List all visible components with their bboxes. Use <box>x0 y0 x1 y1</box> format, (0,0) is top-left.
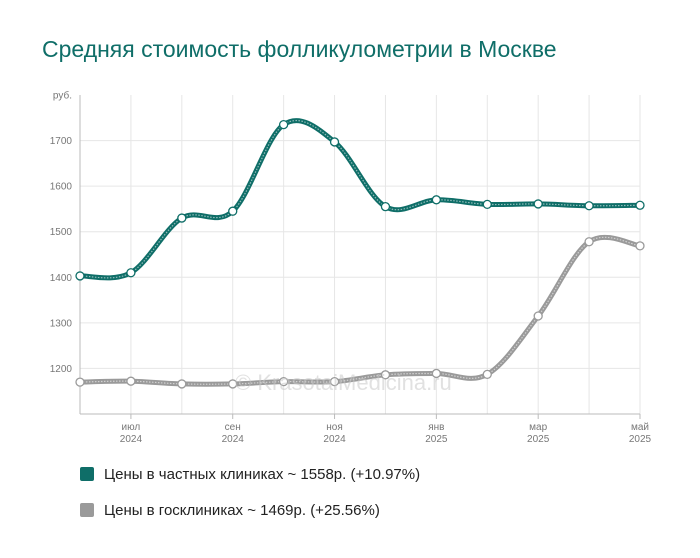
data-point-public <box>584 237 594 247</box>
data-point-private <box>482 199 492 210</box>
data-point-private <box>380 201 391 212</box>
y-tick-label: 1400 <box>50 273 73 284</box>
series-line-private <box>77 118 643 281</box>
points-layer <box>75 119 645 389</box>
data-point-public <box>482 369 492 380</box>
x-tick-label-year: 2025 <box>527 434 550 445</box>
legend-item-public[interactable]: Цены в госклиниках ~ 1469р. (+25.56%) <box>80 499 420 521</box>
data-point-public <box>431 368 442 379</box>
data-point-public <box>635 241 645 251</box>
chart-title: Средняя стоимость фолликулометрии в Моск… <box>42 36 557 62</box>
y-axis-unit: руб. <box>53 90 72 102</box>
data-point-public <box>278 376 289 387</box>
x-tick-label-year: 2024 <box>120 434 143 445</box>
x-tick-label-year: 2024 <box>222 434 245 445</box>
data-point-public <box>380 370 391 380</box>
series-line-highlight-public <box>79 236 641 385</box>
data-point-public <box>75 377 85 387</box>
legend-item-private[interactable]: Цены в частных клиниках ~ 1558р. (+10.97… <box>80 463 420 485</box>
data-point-public <box>126 376 136 386</box>
y-tick-label: 1700 <box>50 136 73 147</box>
x-tick-label-month: мар <box>529 422 547 433</box>
axis-layer: 120013001400150016001700руб.июл2024сен20… <box>50 90 652 446</box>
x-tick-label-year: 2024 <box>323 434 346 445</box>
x-tick-label-month: ноя <box>326 422 343 433</box>
series-line-highlight-private <box>79 119 641 279</box>
data-point-private <box>329 137 340 147</box>
y-tick-label: 1500 <box>50 227 73 238</box>
data-point-public <box>329 376 340 387</box>
legend: Цены в частных клиниках ~ 1558р. (+10.97… <box>80 463 420 535</box>
data-point-public <box>177 379 187 389</box>
y-tick-label: 1200 <box>50 364 73 375</box>
x-tick-label-year: 2025 <box>629 434 652 445</box>
data-point-private <box>635 200 645 210</box>
data-point-private <box>533 199 543 209</box>
y-tick-label: 1300 <box>50 318 73 329</box>
x-tick-label-year: 2025 <box>425 434 448 445</box>
data-point-private <box>126 268 136 278</box>
series-line-public <box>77 234 643 387</box>
data-point-private <box>278 119 289 130</box>
line-chart: 120013001400150016001700руб.июл2024сен20… <box>50 90 652 446</box>
data-point-public <box>228 379 238 389</box>
data-point-private <box>431 195 442 205</box>
data-point-private <box>177 213 187 223</box>
data-point-private <box>584 201 594 211</box>
legend-label-private: Цены в частных клиниках ~ 1558р. (+10.97… <box>104 465 421 483</box>
x-tick-label-month: янв <box>428 422 444 433</box>
watermark: © KrasotaiMedicina.ru <box>235 370 452 395</box>
x-tick-label-month: май <box>631 422 649 433</box>
legend-label-public: Цены в госклиниках ~ 1469р. (+25.56%) <box>104 501 380 519</box>
y-tick-label: 1600 <box>50 182 73 193</box>
series-layer <box>77 118 643 387</box>
legend-swatch-public <box>80 503 94 517</box>
grid-layer <box>80 95 641 414</box>
data-point-private <box>228 206 238 216</box>
legend-swatch-private <box>80 467 94 481</box>
data-point-private <box>75 271 85 281</box>
x-tick-label-month: сен <box>225 422 241 433</box>
data-point-public <box>533 311 543 321</box>
x-tick-label-month: июл <box>122 422 141 433</box>
